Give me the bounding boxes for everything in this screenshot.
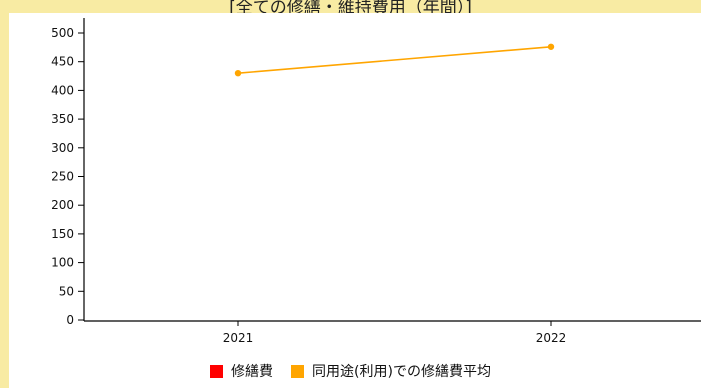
y-tick-label: 250 — [51, 170, 74, 184]
legend: 修繕費 同用途(利用)での修繕費平均 — [0, 361, 701, 381]
legend-swatch-series-0 — [210, 364, 224, 378]
y-tick-label: 300 — [51, 141, 74, 155]
plot-panel — [9, 13, 701, 388]
y-tick-label: 400 — [51, 83, 74, 97]
y-tick-label: 50 — [59, 284, 74, 298]
y-tick-label: 500 — [51, 26, 74, 40]
series-line-1 — [237, 45, 552, 74]
y-tick-label: 100 — [51, 256, 74, 270]
y-tick-label: 200 — [51, 198, 74, 212]
legend-swatch-series-1 — [291, 364, 305, 378]
legend-label-series-1: 同用途(利用)での修繕費平均 — [312, 364, 491, 380]
legend-label-series-0: 修繕費 — [231, 364, 274, 380]
x-tick-label: 2022 — [536, 331, 567, 345]
x-axis: 2021 2022 — [84, 320, 701, 345]
y-axis: 0 50 100 150 200 250 300 350 400 450 500 — [51, 18, 85, 327]
y-tick-label: 150 — [51, 227, 74, 241]
y-tick-label: 0 — [66, 313, 74, 327]
legend-item-series-0[interactable]: 修繕費 — [210, 361, 273, 381]
y-tick-label: 350 — [51, 112, 74, 126]
series-layer — [234, 43, 555, 77]
x-tick-label: 2021 — [223, 331, 254, 345]
legend-item-series-1[interactable]: 同用途(利用)での修繕費平均 — [291, 361, 491, 381]
data-point-series-1[interactable] — [547, 43, 555, 50]
data-point-series-1[interactable] — [234, 69, 242, 77]
y-tick-label: 450 — [51, 55, 74, 69]
